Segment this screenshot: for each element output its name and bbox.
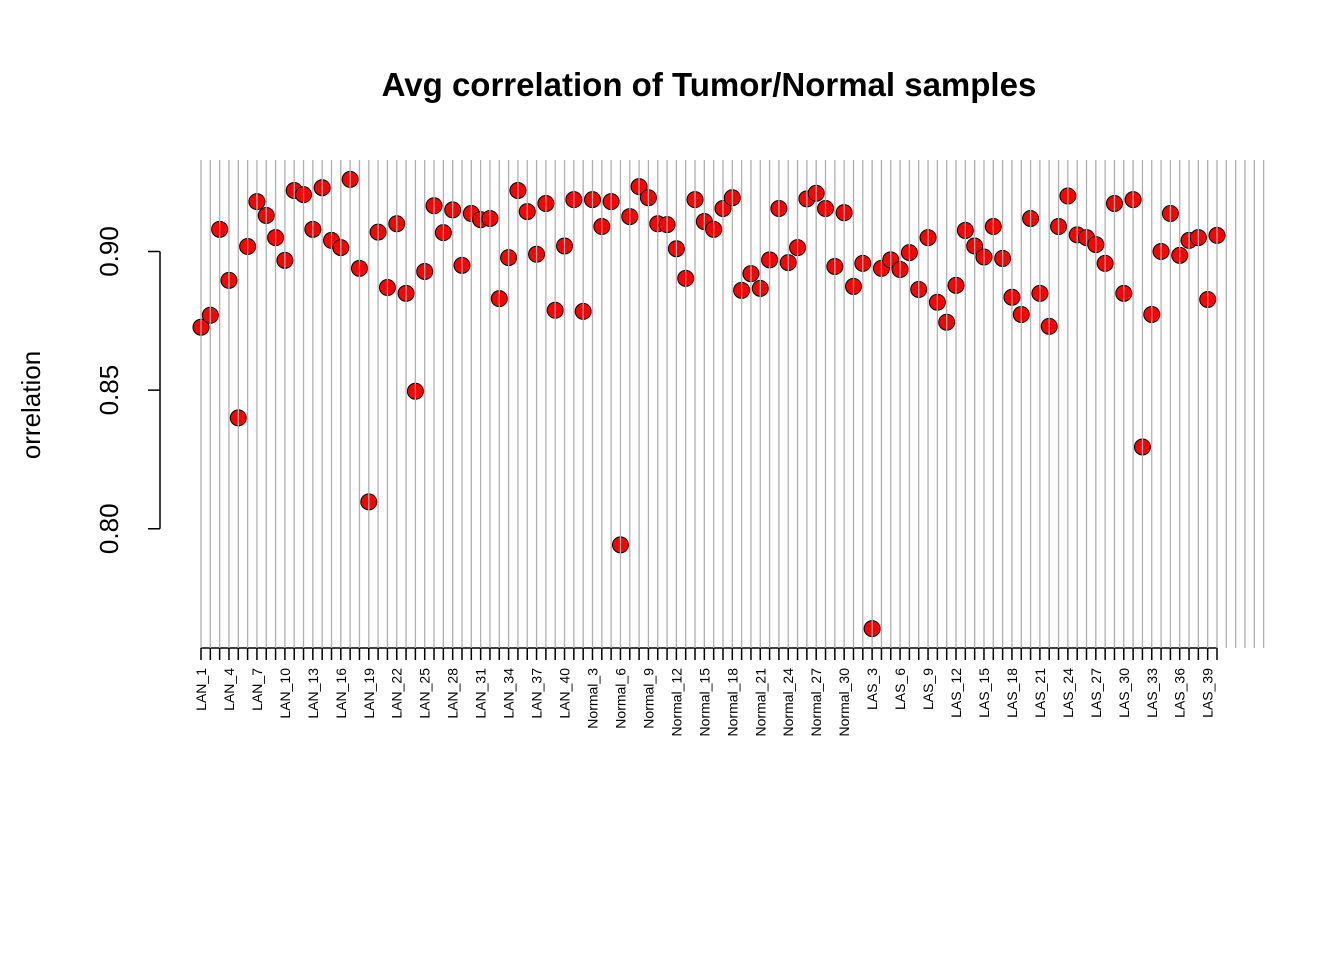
x-tick-label: LAS_12 — [948, 668, 964, 718]
x-tick-label: LAN_16 — [333, 668, 349, 719]
x-tick-label: LAN_1 — [193, 668, 209, 711]
x-tick-label: LAN_10 — [277, 668, 293, 719]
y-axis-label: orrelation — [16, 351, 46, 459]
x-tick-label: LAN_25 — [417, 668, 433, 719]
x-tick-label: LAS_24 — [1060, 668, 1076, 718]
x-tick-label: Normal_24 — [780, 668, 796, 737]
x-tick-label: Normal_9 — [640, 668, 656, 729]
x-tick-label: LAS_30 — [1116, 668, 1132, 718]
x-tick-label: Normal_6 — [612, 668, 628, 729]
x-tick-label: LAS_39 — [1200, 668, 1216, 718]
x-tick-label: Normal_30 — [836, 668, 852, 737]
x-tick-label: LAS_36 — [1172, 668, 1188, 718]
x-tick-label: LAN_31 — [473, 668, 489, 719]
x-tick-label: LAN_7 — [249, 668, 265, 711]
x-tick-label: LAN_19 — [361, 668, 377, 719]
x-tick-label: Normal_15 — [696, 668, 712, 737]
x-tick-label: LAS_6 — [892, 668, 908, 710]
x-tick-label: LAS_27 — [1088, 668, 1104, 718]
x-tick-label: Normal_18 — [724, 668, 740, 737]
x-tick-label: LAN_22 — [389, 668, 405, 719]
x-tick-label: Normal_12 — [668, 668, 684, 737]
x-tick-label: LAS_21 — [1032, 668, 1048, 718]
x-tick-label: LAN_28 — [445, 668, 461, 719]
x-tick-label: LAS_9 — [920, 668, 936, 710]
chart-title: Avg correlation of Tumor/Normal samples — [382, 66, 1037, 103]
x-tick-label: Normal_27 — [808, 668, 824, 737]
x-tick-label: LAN_4 — [221, 668, 237, 711]
x-tick-label: LAN_34 — [501, 668, 517, 719]
x-tick-label: Normal_21 — [752, 668, 768, 737]
x-tick-label: LAN_37 — [529, 668, 545, 719]
x-tick-label: LAS_15 — [976, 668, 992, 718]
y-tick-label: 0.90 — [94, 226, 124, 277]
x-tick-label: LAS_33 — [1144, 668, 1160, 718]
x-tick-label: LAS_3 — [864, 668, 880, 710]
y-tick-label: 0.80 — [94, 503, 124, 554]
x-tick-label: LAN_40 — [557, 668, 573, 719]
x-tick-label: LAN_13 — [305, 668, 321, 719]
y-tick-label: 0.85 — [94, 365, 124, 416]
x-tick-label: Normal_3 — [584, 668, 600, 729]
x-tick-label: LAS_18 — [1004, 668, 1020, 718]
